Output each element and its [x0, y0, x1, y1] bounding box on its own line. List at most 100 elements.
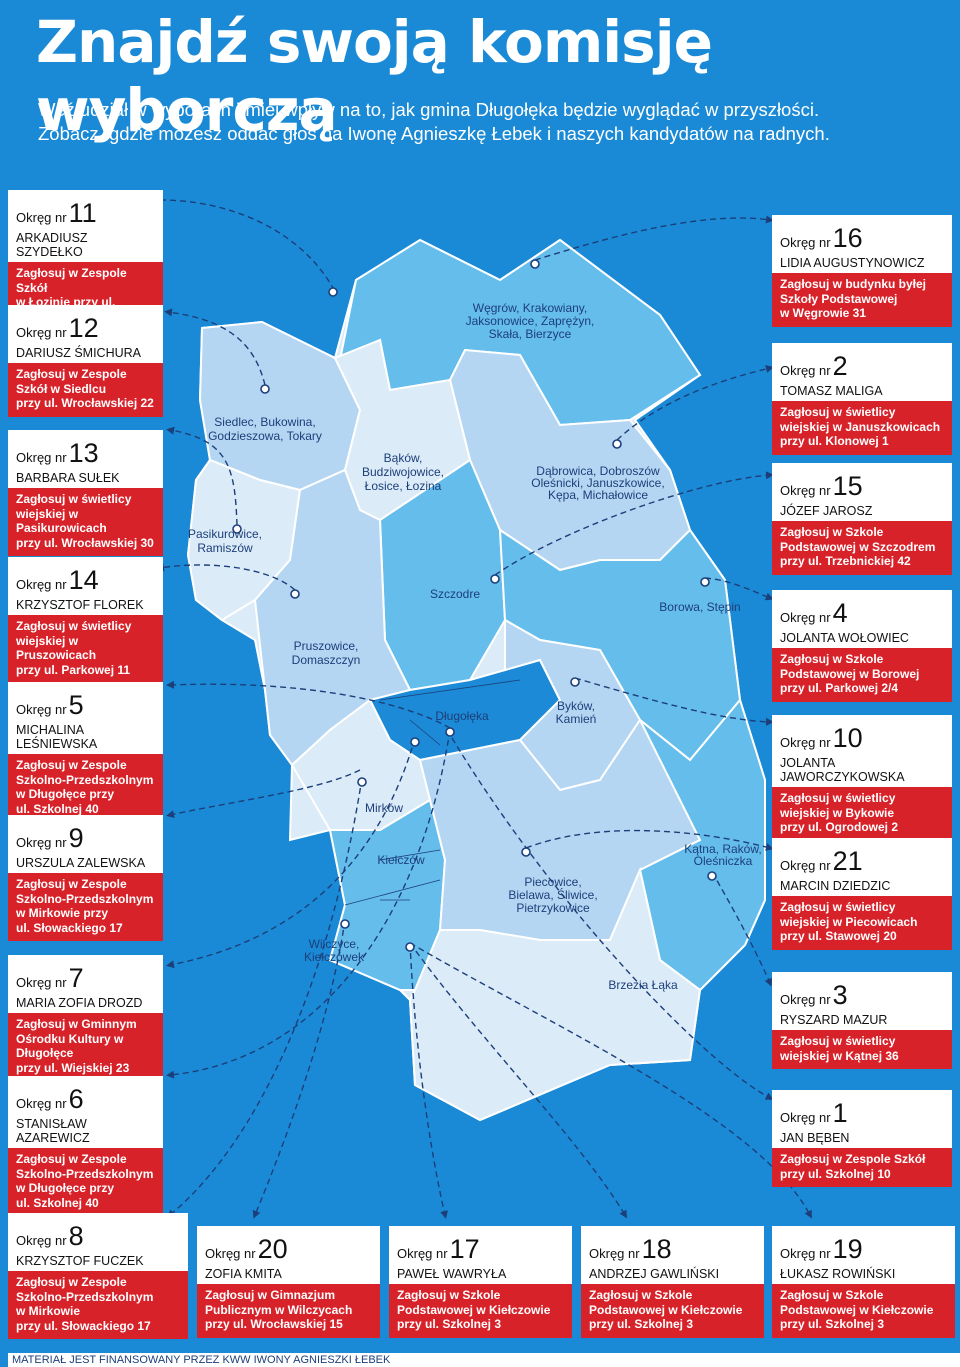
district-card-13: Okręg nr13 BARBARA SUŁEK Zagłosuj w świetl…	[8, 430, 163, 556]
district-label: Okręg nr	[16, 325, 67, 340]
internal-boundaries	[344, 679, 521, 906]
district-number: 10	[832, 723, 863, 753]
label-wegrow: Węgrów, Krakowiany, Jaksonowice, Zaprężyn…	[466, 301, 595, 341]
polling-place: Zagłosuj w Gimnazjum Publicznym w Wilczy…	[197, 1284, 380, 1338]
connector-19	[409, 942, 812, 1219]
connector-20	[252, 919, 346, 1219]
district-header: Okręg nr7	[8, 955, 163, 996]
district-label: Okręg nr	[16, 835, 67, 850]
label-mirkow: Mirków	[365, 801, 403, 815]
district-number: 2	[832, 351, 848, 381]
label-bykow: Byków, Kamień	[556, 699, 597, 726]
district-card-14: Okręg nr14 KRZYSZTOF FLOREK Zagłosuj w świ…	[8, 557, 163, 683]
district-number: 7	[68, 963, 84, 993]
district-header: Okręg nr10	[772, 715, 952, 756]
district-header: Okręg nr21	[772, 838, 952, 879]
district-label: Okręg nr	[589, 1246, 640, 1261]
district-card-19: Okręg nr19 ŁUKASZ ROWIŃSKI Zagłosuj w Szko…	[772, 1226, 955, 1338]
candidate-name: LIDIA AUGUSTYNOWICZ	[780, 256, 925, 270]
label-dlugoleka: Długołęka	[435, 709, 489, 723]
label-bakow: Bąków, Budziwojowice, Łosice, Łozina	[362, 451, 444, 493]
district-label: Okręg nr	[16, 210, 67, 225]
candidate-name: KRZYSZTOF FUCZEK	[16, 1254, 144, 1268]
district-header: Okręg nr16	[772, 215, 952, 256]
candidate-name: MARCIN DZIEDZIC	[780, 879, 891, 893]
candidate-name: STANISŁAW AZAREWICZ	[16, 1117, 90, 1145]
district-card-6: Okręg nr6 STANISŁAW AZAREWICZ Zagłosuj w Z…	[8, 1076, 163, 1216]
district-card-12: Okręg nr12 DARIUSZ ŚMICHURA Zagłosuj w Zes…	[8, 305, 163, 417]
candidate-name: BARBARA SUŁEK	[16, 471, 120, 485]
district-header: Okręg nr19	[772, 1226, 955, 1267]
polling-place: Zagłosuj w Zespole Szkół w Siedlcu przy …	[8, 363, 163, 417]
district-card-20: Okręg nr20 ZOFIA KMITA Zagłosuj w Gimnazju…	[197, 1226, 380, 1338]
connector-17	[409, 942, 448, 1219]
district-header: Okręg nr12	[8, 305, 163, 346]
label-szczodre: Szczodre	[430, 587, 480, 601]
polling-place: Zagłosuj w Szkole Podstawowej w Kiełczow…	[389, 1284, 572, 1338]
district-label: Okręg nr	[780, 1246, 831, 1261]
district-number: 16	[832, 223, 863, 253]
district-number: 12	[68, 313, 99, 343]
label-pasikurowice: Pasikurowice, Ramiszów	[188, 527, 262, 555]
district-header: Okręg nr6	[8, 1076, 163, 1117]
district-number: 18	[641, 1234, 672, 1264]
polling-place: Zagłosuj w Zespole Szkolno-Przedszkolnym…	[8, 1148, 163, 1216]
district-header: Okręg nr18	[581, 1226, 764, 1267]
district-number: 17	[449, 1234, 480, 1264]
connector-2	[616, 365, 774, 441]
district-header: Okręg nr5	[8, 682, 163, 723]
candidate-name: JAN BĘBEN	[780, 1131, 850, 1145]
district-card-21: Okręg nr21 MARCIN DZIEDZIC Zagłosuj w świe…	[772, 838, 952, 950]
district-number: 11	[68, 198, 97, 228]
district-number: 13	[68, 438, 99, 468]
district-number: 9	[68, 823, 84, 853]
connector-14	[156, 563, 296, 591]
district-label: Okręg nr	[205, 1246, 256, 1261]
district-header: Okręg nr15	[772, 463, 952, 504]
candidate-name: MARIA ZOFIA DROZD	[16, 996, 143, 1010]
district-header: Okręg nr3	[772, 972, 952, 1013]
polling-place: Zagłosuj w Zespole Szkół przy ul. Szkoln…	[772, 1148, 952, 1187]
district-header: Okręg nr13	[8, 430, 163, 471]
label-brzezia: Brzezia Łąka	[608, 978, 678, 992]
district-card-16: Okręg nr16 LIDIA AUGUSTYNOWICZ Zagłosuj w …	[772, 215, 952, 327]
polling-place: Zagłosuj w Zespole Szkolno-Przedszkolnym…	[8, 873, 163, 941]
polling-place: Zagłosuj w Szkole Podstawowej w Szczodre…	[772, 521, 952, 575]
district-number: 1	[832, 1098, 848, 1128]
district-header: Okręg nr14	[8, 557, 163, 598]
candidate-name: URSZULA ZALEWSKA	[16, 856, 146, 870]
candidate-name: DARIUSZ ŚMICHURA	[16, 346, 142, 360]
district-label: Okręg nr	[16, 702, 67, 717]
label-kielczow: Kiełczów	[377, 853, 425, 867]
polling-place: Zagłosuj w świetlicy wiejskiej w Bykowie…	[772, 787, 952, 841]
page-subtitle: Weź udział w wyborach i miej wpływ na to…	[38, 98, 938, 146]
polling-place: Zagłosuj w Zespole Szkolno-Przedszkolnym…	[8, 754, 163, 822]
district-number: 15	[832, 471, 863, 501]
connector-1	[451, 737, 774, 1100]
district-header: Okręg nr11	[8, 190, 163, 231]
district-label: Okręg nr	[780, 858, 831, 873]
candidate-name: ANDRZEJ GAWLIŃSKI	[589, 1267, 720, 1281]
district-card-5: Okręg nr5 MICHALINA LEŚNIEWSKA Zagłosuj w …	[8, 682, 163, 822]
district-number: 19	[832, 1234, 863, 1264]
district-label: Okręg nr	[16, 450, 67, 465]
subtitle-line-2: Zobacz, gdzie możesz oddać głos na Iwonę…	[38, 123, 830, 144]
district-label: Okręg nr	[780, 483, 831, 498]
district-label: Okręg nr	[16, 975, 67, 990]
page-title: Znajdź swoją komisję wyborczą	[36, 8, 713, 144]
district-number: 14	[68, 565, 99, 595]
district-label: Okręg nr	[780, 610, 831, 625]
district-card-9: Okręg nr9 URSZULA ZALEWSKA Zagłosuj w Zesp…	[8, 815, 163, 941]
district-number: 21	[832, 846, 863, 876]
district-card-3: Okręg nr3 RYSZARD MAZUR Zagłosuj w świetli…	[772, 972, 952, 1069]
connector-11	[159, 199, 334, 289]
district-label: Okręg nr	[16, 1096, 67, 1111]
connector-18	[409, 942, 628, 1219]
connector-4	[704, 577, 774, 601]
candidate-name: PAWEŁ WAWRYŁA	[397, 1267, 507, 1281]
connector-12	[164, 308, 266, 386]
candidate-name: JOLANTA JAWORCZYKOWSKA	[780, 756, 905, 784]
district-card-1: Okręg nr1 JAN BĘBEN Zagłosuj w Zespole Szk…	[772, 1090, 952, 1187]
district-header: Okręg nr9	[8, 815, 163, 856]
